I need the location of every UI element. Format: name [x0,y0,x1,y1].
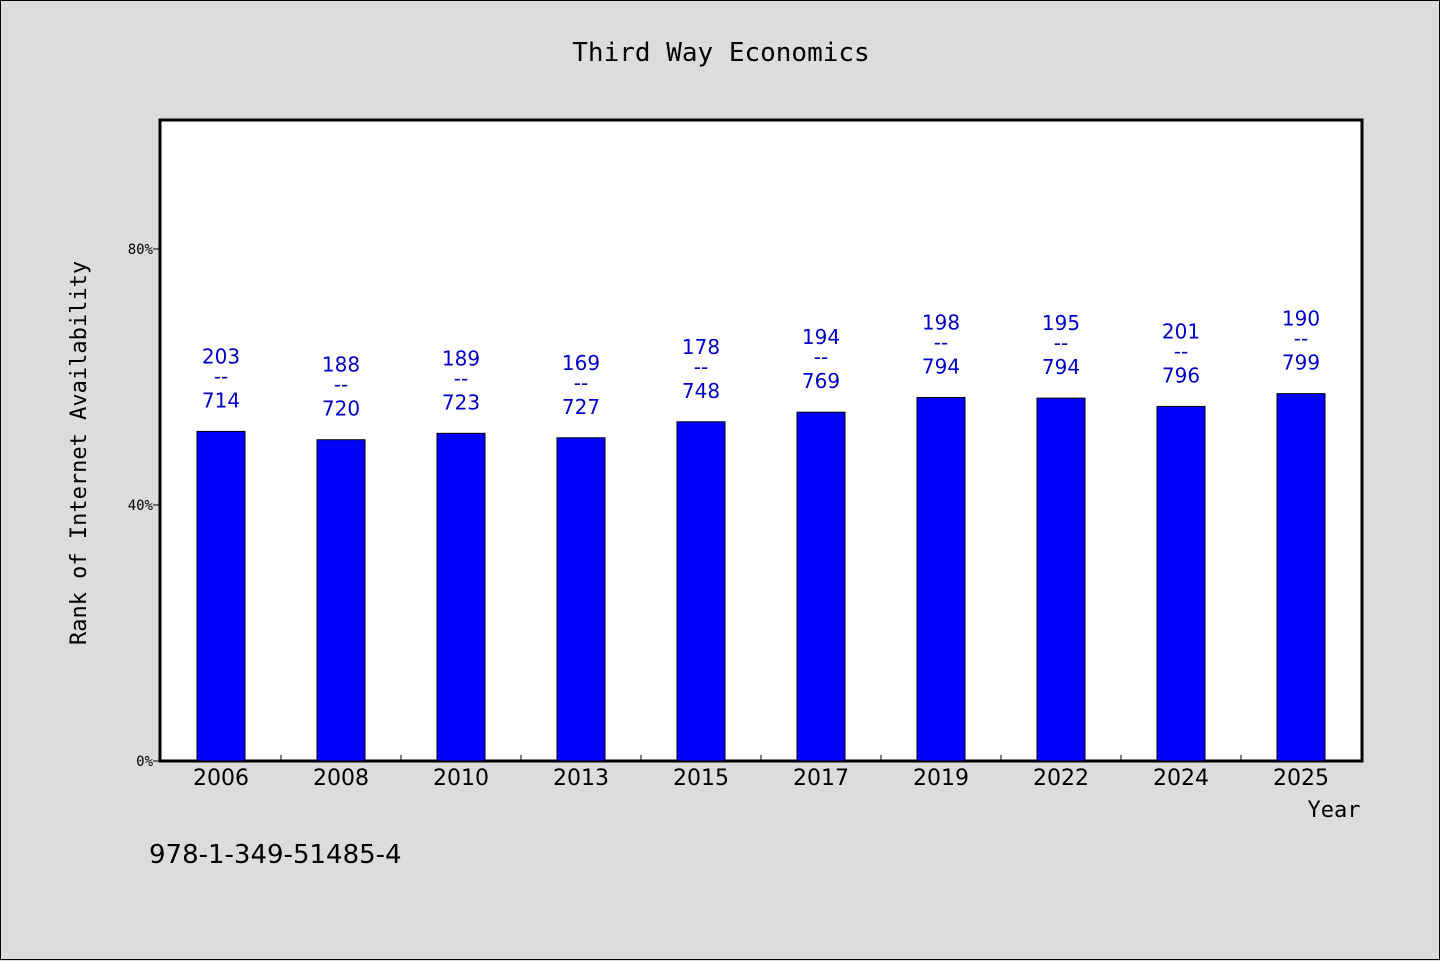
bar-label-total: 796 [1162,363,1200,387]
footnote-isbn: 978-1-349-51485-4 [149,840,402,870]
chart-title: Third Way Economics [572,38,869,68]
bar-label-rank: 188 [322,353,360,377]
bar-2025[interactable] [1276,393,1326,762]
x-tick-label: 2017 [793,766,849,791]
x-axis-title: Year [1308,798,1361,823]
bar-2010[interactable] [436,432,486,762]
bar-label-total: 799 [1282,351,1320,375]
bar-label-separator: -- [1174,339,1188,363]
bar-label-separator: -- [1294,327,1308,351]
y-axis-title: Rank of Internet Availability [67,261,92,645]
bar-label-separator: -- [214,364,228,388]
x-axis: 2006 2008 2010 2013 2015 2017 2019 2022 2024 2025 [193,755,1329,791]
x-tick-label: 2025 [1273,766,1329,791]
bar-2024[interactable] [1156,405,1206,762]
bar-2015[interactable] [676,421,726,762]
bar-label-rank: 195 [1042,311,1080,335]
bar-label-rank: 201 [1162,319,1200,343]
x-tick-label: 2013 [553,766,609,791]
bar-label-separator: -- [934,330,948,354]
bar-2013[interactable] [556,437,606,762]
bar-label-rank: 194 [802,325,840,349]
bar-label-separator: -- [454,366,468,390]
bar-label-total: 723 [442,390,480,414]
bar-label-total: 714 [202,388,240,412]
x-tick-label: 2006 [193,766,249,791]
bar-label-separator: -- [334,373,348,397]
bar-label-rank: 190 [1282,307,1320,331]
bar-label-rank: 198 [922,310,960,334]
bar-label-total: 769 [802,369,840,393]
bar-labels-group: 203--714188--720189--723169--727178--748… [202,307,1320,421]
bar-label-separator: -- [1054,331,1068,355]
bar-label-total: 748 [682,379,720,403]
bar-2006[interactable] [196,430,246,762]
bar-2019[interactable] [916,396,966,762]
bar-label-total: 794 [1042,355,1080,379]
bars-group [196,393,1326,762]
bar-2008[interactable] [316,439,366,762]
bar-label-rank: 203 [202,344,240,368]
y-axis: 0% 40% 80% [128,242,161,770]
bar-label-separator: -- [574,371,588,395]
bar-2022[interactable] [1036,397,1086,762]
bar-label-total: 794 [922,354,960,378]
bar-2017[interactable] [796,411,846,762]
x-tick-label: 2010 [433,766,489,791]
y-tick-label: 80% [128,242,154,258]
x-tick-label: 2015 [673,766,729,791]
bar-label-rank: 178 [682,335,720,359]
x-tick-label: 2022 [1033,766,1089,791]
bar-label-separator: -- [814,345,828,369]
x-tick-label: 2008 [313,766,369,791]
y-tick-label: 40% [128,498,154,514]
bar-label-total: 720 [322,397,360,421]
y-tick-label: 0% [136,754,153,770]
bar-label-total: 727 [562,395,600,419]
x-tick-label: 2019 [913,766,969,791]
bar-label-rank: 169 [562,351,600,375]
bar-label-separator: -- [694,355,708,379]
x-tick-label: 2024 [1153,766,1209,791]
bar-label-rank: 189 [442,346,480,370]
